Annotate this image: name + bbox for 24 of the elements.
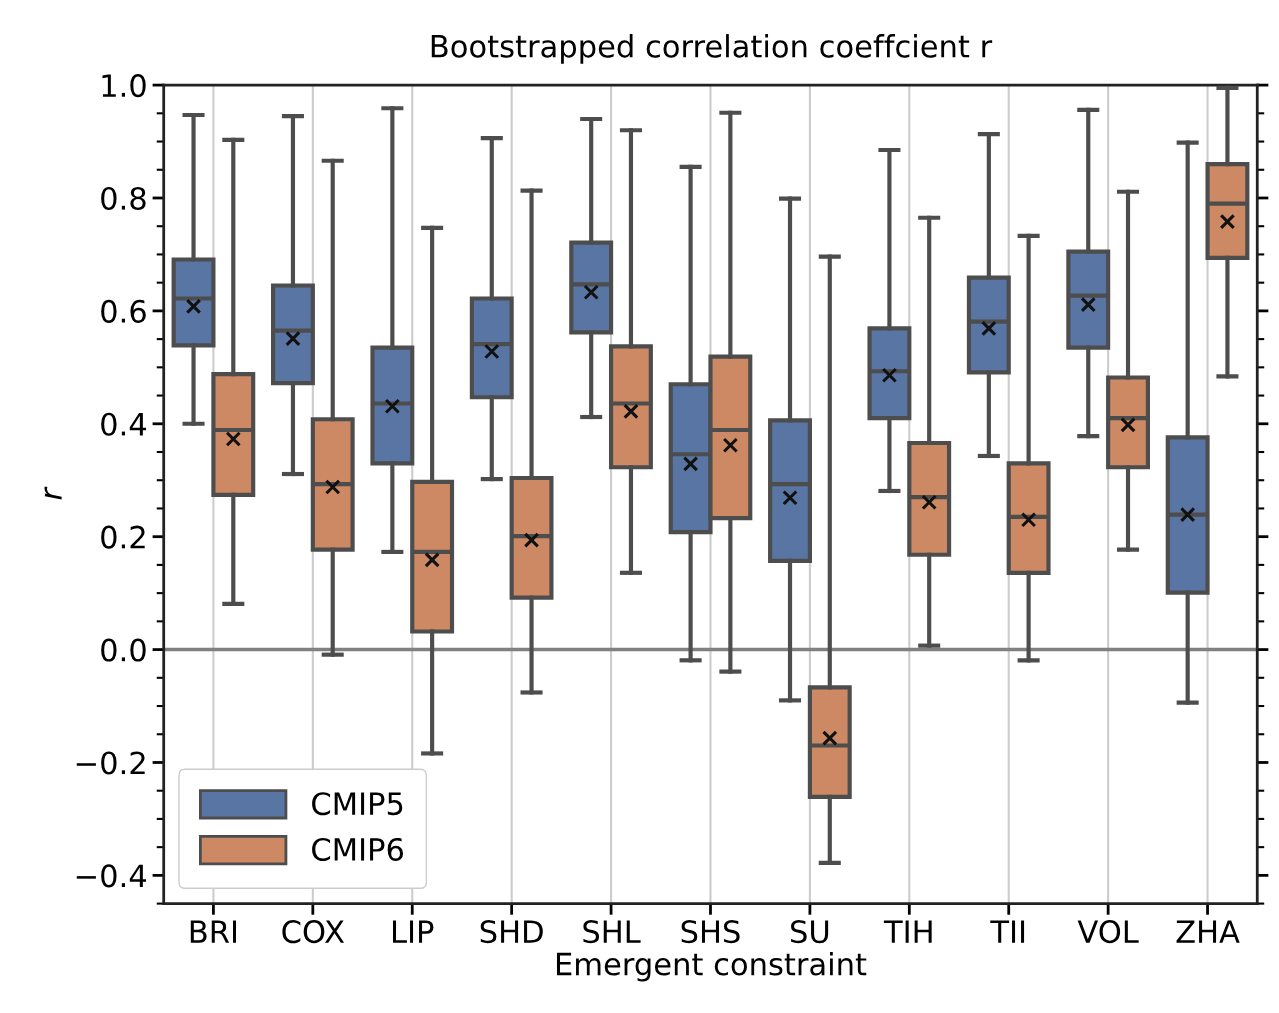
y-tick-label: −0.4 bbox=[76, 864, 147, 888]
x-tick-label: TII bbox=[990, 920, 1025, 943]
x-tick-label: SHS bbox=[681, 920, 740, 944]
y-tick-label: 0.4 bbox=[101, 412, 147, 436]
y-tick-label: 0.2 bbox=[101, 525, 145, 549]
x-tick-label: SHD bbox=[480, 920, 543, 944]
x-tick-label: ZHA bbox=[1176, 920, 1240, 943]
legend-label: CMIP5 bbox=[312, 792, 403, 816]
y-tick-label: 0.0 bbox=[101, 638, 146, 662]
x-tick-label: BRI bbox=[190, 920, 237, 943]
x-axis-title: Emergent constraint bbox=[556, 951, 867, 982]
y-tick-label: 1.0 bbox=[102, 74, 146, 98]
y-tick-label: 0.8 bbox=[101, 186, 146, 211]
y-tick-label: 0.6 bbox=[101, 299, 146, 323]
x-tick-label: SHL bbox=[583, 920, 641, 944]
y-axis-title: r bbox=[44, 486, 62, 500]
chart-title: Bootstrapped correlation coeffcient r bbox=[431, 34, 993, 64]
y-tick-label: −0.2 bbox=[76, 751, 145, 775]
x-tick-label: LIP bbox=[393, 920, 434, 943]
x-tick-label: VOL bbox=[1077, 920, 1139, 944]
x-tick-label: TIH bbox=[883, 920, 932, 943]
legend-label: CMIP6 bbox=[312, 837, 404, 862]
x-tick-label: SU bbox=[791, 920, 829, 944]
x-tick-label: COX bbox=[282, 920, 345, 944]
